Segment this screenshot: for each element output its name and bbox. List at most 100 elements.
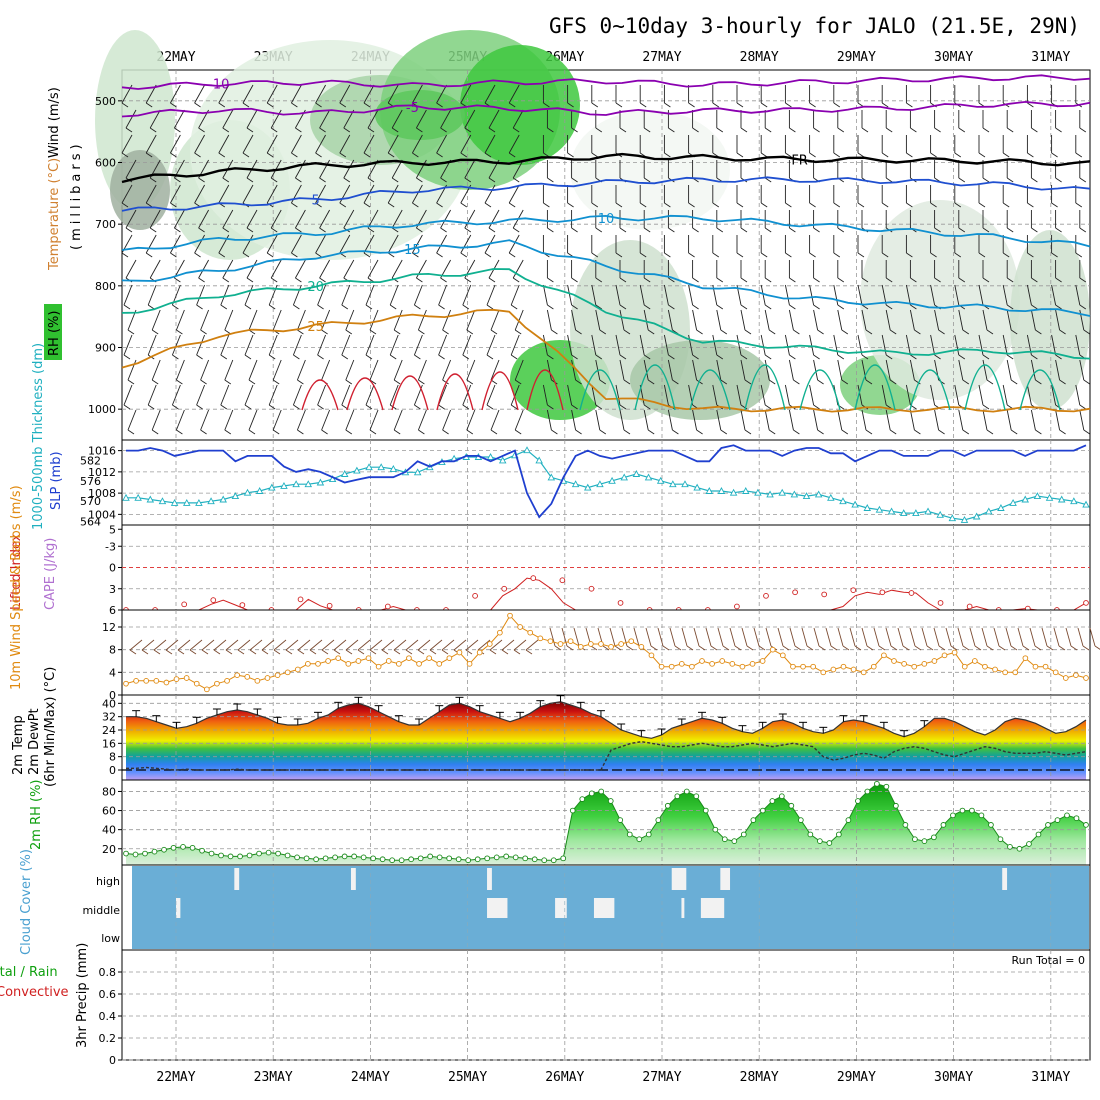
wind-barb: [218, 102, 226, 108]
wind-barb: [1006, 227, 1014, 233]
wind10m-barb: [825, 627, 832, 647]
wind-barb: [440, 227, 447, 233]
wind-barb: [387, 202, 395, 208]
wind-barb: [296, 309, 306, 331]
wind-barb: [720, 329, 728, 335]
wind-barb: [416, 159, 427, 179]
wind-barb: [149, 127, 157, 133]
wind-barb: [785, 102, 792, 108]
wind-barb: [547, 354, 554, 360]
wind-barb: [760, 202, 768, 208]
bottom-day-label: 23MAY: [254, 1070, 293, 1085]
wind-barb: [200, 429, 207, 435]
wind-barb: [982, 309, 988, 331]
wind-barb: [464, 109, 476, 129]
wind10m-barb: [1041, 627, 1048, 647]
wind-barb: [1027, 202, 1034, 208]
wind-speed-point: [709, 660, 715, 667]
wind10m-barb: [1070, 645, 1078, 651]
wind10m-barb: [674, 645, 682, 651]
wind10m-barb: [789, 627, 796, 647]
wind-speed-point: [931, 658, 938, 664]
wind-barb: [339, 102, 347, 108]
wind-barb: [508, 252, 516, 258]
wind-barb: [488, 177, 496, 183]
wind-barb: [198, 227, 205, 233]
bottom-day-label: 27MAY: [642, 1070, 681, 1085]
wind10m-barb: [1094, 645, 1100, 650]
ylabel-rh2m: 2m RH (%): [29, 779, 44, 850]
wind-speed-point: [1062, 675, 1069, 681]
wind-speed-point: [587, 641, 594, 647]
wind-barb: [121, 184, 133, 204]
wind-barb: [244, 384, 254, 406]
lifted-index-point: [763, 592, 769, 599]
rh-point: [417, 855, 424, 862]
wind10m-barb: [201, 649, 209, 655]
wind-barb: [712, 334, 718, 356]
wind-barb: [664, 152, 671, 158]
temperature-contour: [121, 74, 1091, 90]
wind-barb: [367, 109, 379, 129]
thickness-point: [729, 488, 738, 496]
thickness-point: [486, 453, 495, 460]
wind10m-barb: [1017, 627, 1024, 647]
wind-barb: [270, 277, 278, 283]
wind-barb: [1002, 152, 1010, 158]
wind-barb: [151, 379, 159, 385]
wind-barb: [934, 277, 941, 283]
wind-barb: [200, 409, 210, 431]
wind-barb: [788, 409, 794, 431]
wind-barb: [599, 429, 607, 435]
wind-barb: [222, 127, 230, 133]
cloud-ylabel: Cloud Cover (%): [19, 849, 34, 955]
rh-point: [645, 831, 652, 838]
wind-barb: [768, 329, 776, 335]
wind-barb: [121, 202, 129, 208]
ylabel-wind10m: 10m Wind Speed & Barbs (m/s): [9, 485, 24, 690]
wind-barb: [315, 202, 322, 208]
slp-tick-label: 1008: [88, 487, 116, 500]
contour-label: 25: [307, 320, 324, 335]
upper-air-ylabel: Wind (m/s) Temperature (°C) RH (%) (mill…: [44, 87, 84, 360]
wind10m-barb: [902, 645, 910, 651]
chart-title: GFS 0~10day 3-hourly for JALO (21.5E, 29…: [549, 14, 1080, 38]
wind10m-barb: [417, 649, 425, 655]
wind-barb: [460, 252, 468, 258]
wind-barb: [171, 384, 181, 406]
wind-barb: [1075, 152, 1083, 158]
wind-barb: [764, 359, 770, 381]
wind-barb: [664, 102, 671, 108]
wind-barb: [1002, 252, 1010, 258]
wind-speed-point: [305, 660, 311, 667]
wind-speed-point: [486, 641, 493, 647]
high-cloud-clear: [234, 868, 240, 890]
lifted-index-point: [501, 585, 508, 592]
wind-barb: [643, 277, 651, 283]
wind-barb: [1079, 177, 1087, 183]
wind-barb: [978, 152, 986, 158]
wind-barb: [643, 309, 649, 331]
wind-barb: [170, 152, 177, 158]
wind-barb: [1006, 127, 1014, 133]
wind-barb: [720, 379, 728, 385]
wind-barb: [639, 102, 647, 108]
wind-barb: [295, 159, 306, 179]
wind-barb: [784, 284, 790, 306]
wind-barb: [547, 127, 554, 133]
wind10m-barb: [453, 639, 467, 651]
thickness-point: [924, 507, 932, 515]
wind-barb: [270, 177, 278, 183]
wind-barb: [438, 334, 448, 356]
wind-barb: [764, 177, 772, 183]
wind-barb: [760, 152, 768, 158]
wind-barb: [266, 102, 274, 108]
wind-barb: [1075, 252, 1083, 258]
wind-barb: [123, 334, 133, 356]
wind-barb: [938, 429, 945, 435]
wind10m-barb: [686, 645, 694, 651]
rh-point: [988, 822, 994, 828]
thickness-point: [887, 507, 896, 515]
wind-barb: [1035, 429, 1042, 435]
rh-point: [246, 852, 253, 859]
